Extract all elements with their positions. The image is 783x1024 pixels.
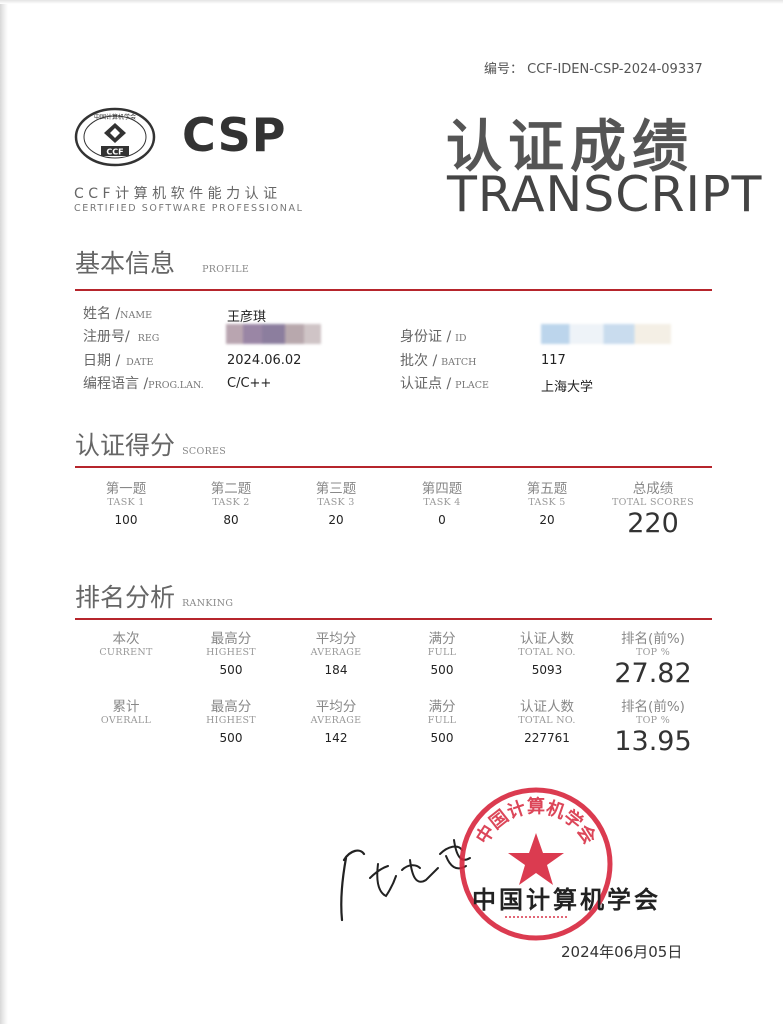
id-label: 身份证 / ID bbox=[400, 329, 467, 345]
id-value-redacted bbox=[541, 324, 671, 344]
profile-heading-cn: 基本信息 bbox=[75, 249, 176, 278]
subtitle-en: CERTIFIED SOFTWARE PROFESSIONAL bbox=[74, 203, 304, 214]
ranking-overall-total-no: 认证人数 TOTAL NO. 227761 bbox=[518, 699, 576, 746]
batch-value: 117 bbox=[541, 353, 566, 368]
ccf-logo-ring-text: 中国计算机学会 bbox=[94, 113, 136, 121]
ranking-current-highest: 最高分 HIGHEST 500 bbox=[206, 631, 256, 678]
scores-heading: 认证得分 SCORES bbox=[75, 426, 226, 462]
scores-divider bbox=[75, 466, 712, 468]
official-stamp-icon: 中国计算机学会 bbox=[459, 787, 613, 941]
ranking-overall-highest: 最高分 HIGHEST 500 bbox=[206, 699, 256, 746]
reg-value-redacted bbox=[226, 324, 321, 344]
subtitle-cn: CCF计算机软件能力认证 bbox=[74, 186, 282, 202]
date-value: 2024.06.02 bbox=[227, 353, 302, 368]
issuer-name: 中国计算机学会 bbox=[472, 886, 661, 914]
place-value: 上海大学 bbox=[541, 380, 594, 395]
scores-heading-cn: 认证得分 bbox=[75, 431, 176, 460]
batch-label: 批次 / BATCH bbox=[400, 353, 477, 369]
place-label: 认证点 / PLACE bbox=[400, 376, 489, 392]
title-en: TRANSCRIPT bbox=[447, 166, 763, 223]
serial-number: 编号： CCF-IDEN-CSP-2024-09337 bbox=[484, 62, 703, 77]
ranking-current-label: 本次 CURRENT bbox=[99, 631, 153, 659]
ranking-divider bbox=[75, 618, 712, 620]
task-3: 第三题 TASK 3 20 bbox=[315, 481, 357, 528]
profile-heading: 基本信息 PROFILE bbox=[75, 244, 249, 280]
ranking-overall-top: 排名(前%) TOP % 13.95 bbox=[614, 699, 692, 758]
name-label: 姓名 /NAME bbox=[83, 306, 153, 322]
ranking-current-total-no: 认证人数 TOTAL NO. 5093 bbox=[518, 631, 576, 678]
ranking-overall-label: 累计 OVERALL bbox=[100, 699, 152, 727]
lang-value: C/C++ bbox=[227, 376, 272, 391]
task-5: 第五题 TASK 5 20 bbox=[526, 481, 568, 528]
ccf-logo-text: CCF bbox=[106, 148, 123, 157]
date-label: 日期 / DATE bbox=[83, 353, 154, 369]
profile-heading-en: PROFILE bbox=[202, 264, 250, 275]
name-value: 王彦琪 bbox=[227, 310, 267, 325]
ccf-logo-icon: CCF 中国计算机学会 bbox=[74, 107, 156, 167]
reg-label: 注册号/REG bbox=[83, 329, 160, 345]
ranking-current-full: 满分 FULL 500 bbox=[427, 631, 457, 678]
task-1: 第一题 TASK 1 100 bbox=[105, 481, 147, 528]
scores-heading-en: SCORES bbox=[182, 446, 227, 457]
ranking-heading: 排名分析 RANKING bbox=[75, 578, 233, 614]
csp-logo: CSP bbox=[182, 108, 287, 162]
total-score: 总成绩 TOTAL SCORES 220 bbox=[612, 481, 694, 540]
ranking-heading-en: RANKING bbox=[182, 598, 234, 609]
paper-top-shadow bbox=[0, 0, 783, 4]
title-cn: 认证成绩 bbox=[446, 115, 694, 180]
ranking-overall-average: 平均分 AVERAGE 142 bbox=[310, 699, 362, 746]
ranking-overall-full: 满分 FULL 500 bbox=[427, 699, 457, 746]
issue-date: 2024年06月05日 bbox=[561, 943, 683, 961]
paper-edge-shadow bbox=[0, 0, 8, 1024]
ranking-current-top: 排名(前%) TOP % 27.82 bbox=[614, 631, 692, 690]
task-2: 第二题 TASK 2 80 bbox=[210, 481, 252, 528]
ranking-current-average: 平均分 AVERAGE 184 bbox=[310, 631, 362, 678]
lang-label: 编程语言 /PROG.LAN. bbox=[83, 376, 204, 392]
ranking-heading-cn: 排名分析 bbox=[75, 583, 176, 612]
profile-divider bbox=[75, 289, 712, 291]
